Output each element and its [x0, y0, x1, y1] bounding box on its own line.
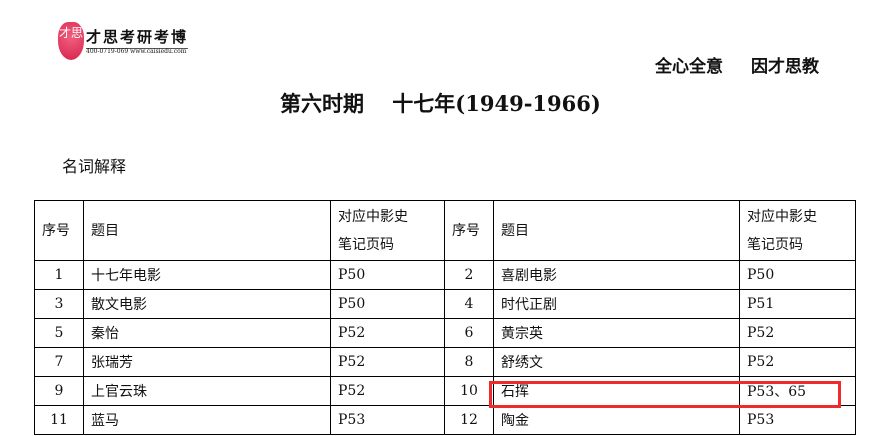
page-ref: P53	[331, 406, 445, 435]
page-ref: P52	[331, 319, 445, 348]
header-line: 对应中影史	[747, 203, 848, 231]
header-cell: 序号	[35, 201, 84, 261]
row-number: 9	[35, 377, 84, 406]
table-row: 1十七年电影P502喜剧电影P50	[35, 261, 856, 290]
header-cell: 题目	[84, 201, 331, 261]
motto-1: 全心全意	[655, 57, 723, 77]
table-row: 5秦怡P526黄宗英P52	[35, 319, 856, 348]
term: 喜剧电影	[494, 261, 740, 290]
header-line: 对应中影史	[338, 203, 437, 231]
motto-2: 因才思教	[751, 57, 819, 77]
row-number: 11	[35, 406, 84, 435]
highlight-box	[489, 381, 841, 408]
page-ref: P52	[331, 348, 445, 377]
row-number: 10	[445, 377, 494, 406]
motto: 全心全意 因才思教	[655, 52, 847, 77]
header-cell: 序号	[445, 201, 494, 261]
page-ref: P50	[331, 290, 445, 319]
logo-mark: 才思	[58, 22, 84, 60]
logo: 才思 才思考研考博 400-0719-069 www.caisiedu.com	[58, 22, 208, 62]
term: 蓝马	[84, 406, 331, 435]
page-ref: P52	[740, 319, 856, 348]
header-cell: 题目	[494, 201, 740, 261]
table-row: 7张瑞芳P528舒绣文P52	[35, 348, 856, 377]
term: 秦怡	[84, 319, 331, 348]
term: 时代正剧	[494, 290, 740, 319]
term: 上官云珠	[84, 377, 331, 406]
term: 黄宗英	[494, 319, 740, 348]
row-number: 8	[445, 348, 494, 377]
header-cell: 对应中影史笔记页码	[740, 201, 856, 261]
row-number: 2	[445, 261, 494, 290]
page-ref: P52	[740, 348, 856, 377]
page-ref: P53	[740, 406, 856, 435]
term: 陶金	[494, 406, 740, 435]
term: 舒绣文	[494, 348, 740, 377]
page-ref: P50	[740, 261, 856, 290]
row-number: 5	[35, 319, 84, 348]
section-heading: 名词解释	[62, 153, 126, 177]
row-number: 3	[35, 290, 84, 319]
row-number: 6	[445, 319, 494, 348]
header-line: 笔记页码	[338, 231, 437, 259]
row-number: 1	[35, 261, 84, 290]
header-cell: 对应中影史笔记页码	[331, 201, 445, 261]
row-number: 4	[445, 290, 494, 319]
table-header: 序号 题目 对应中影史笔记页码 序号 题目 对应中影史笔记页码	[35, 201, 856, 261]
logo-contact: 400-0719-069 www.caisiedu.com	[86, 48, 186, 55]
term: 散文电影	[84, 290, 331, 319]
page-ref: P52	[331, 377, 445, 406]
table-row: 3散文电影P504时代正剧P51	[35, 290, 856, 319]
row-number: 7	[35, 348, 84, 377]
page-title: 第六时期 十七年(1949-1966)	[280, 88, 601, 118]
term: 十七年电影	[84, 261, 331, 290]
term: 张瑞芳	[84, 348, 331, 377]
table-row: 11蓝马P5312陶金P53	[35, 406, 856, 435]
page-ref: P51	[740, 290, 856, 319]
page-ref: P50	[331, 261, 445, 290]
row-number: 12	[445, 406, 494, 435]
header-line: 笔记页码	[747, 231, 848, 259]
logo-name: 才思考研考博	[86, 26, 188, 49]
